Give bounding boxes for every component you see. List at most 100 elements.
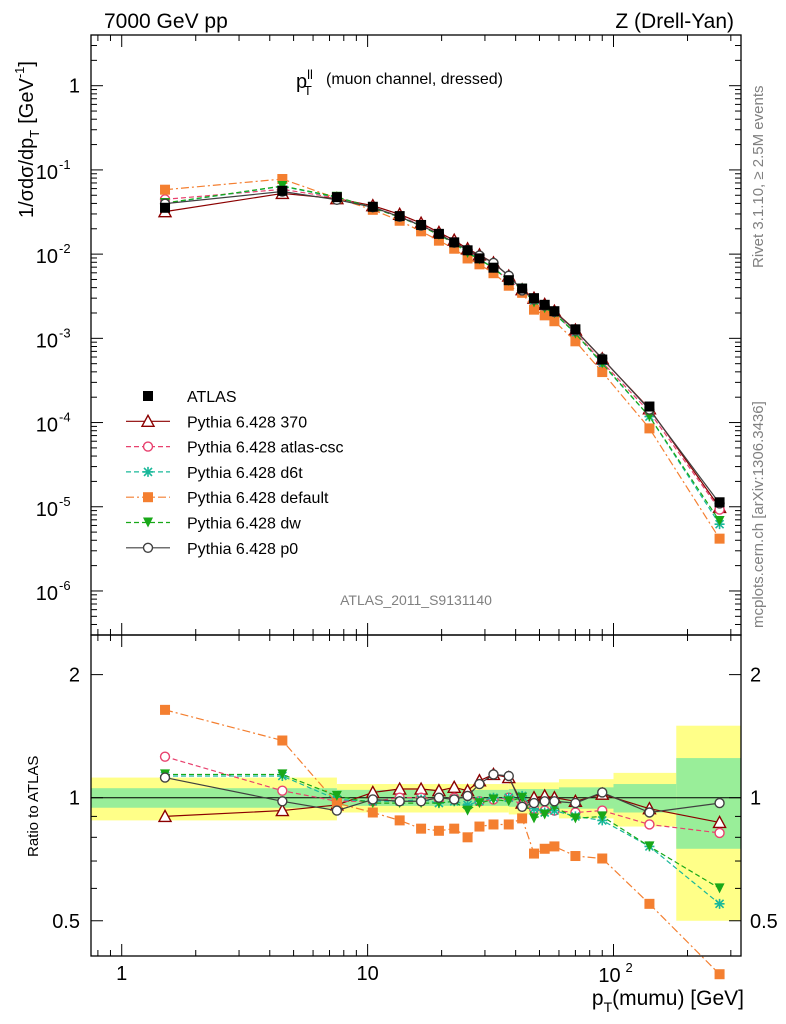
y-axis-label-main-unit-sup: -1 [12,67,27,79]
atlas-point-10 [488,262,499,273]
ratio-point-series-5-1 [277,769,288,780]
ratio-point-series-5-2 [331,790,342,801]
y-tick-label-main-exp-5: -5 [59,494,71,509]
ratio-point-series-5-13 [529,813,540,824]
atlas-point-11 [503,275,514,286]
ratio-point-series-4-4 [394,815,405,826]
ratio-point-series-1-0 [157,808,173,823]
main-point-series-4-18 [644,423,655,434]
ratio-point-series-4-9 [474,821,485,832]
atlas-point-6 [433,228,444,239]
y-tick-label-ratio-right-1: 1 [750,788,761,810]
y-axis-label-main: 1/σdσ/dpT [GeV-1] [12,61,42,218]
ratio-point-series-2-1 [277,785,288,796]
ratio-point-series-2-18 [644,819,655,830]
legend-marker-3 [143,466,153,477]
y-tick-label-ratio-left-2: 2 [69,665,80,687]
y-tick-label-main-4: 10 [36,415,58,437]
ratio-point-series-6-3 [367,794,379,805]
x-tick-label-100-exp: 2 [626,960,633,975]
atlas-point-1 [277,185,288,196]
ratio-point-series-4-16 [570,851,581,862]
legend-label-0: ATLAS [187,389,237,406]
main-point-series-4-8 [462,253,473,264]
ratio-point-series-6-6 [433,792,445,803]
atlas-point-18 [644,401,655,412]
atlas-point-2 [331,192,342,203]
y-axis-label-main-text: 1/σdσ/dp [16,138,38,218]
ratio-point-series-5-12 [517,792,528,803]
main-point-series-4-10 [488,268,499,279]
plot-title-sub: T [304,83,312,98]
legend: ATLAS Pythia 6.428 370 Pythia 6.428 atlas-… [126,389,344,558]
legend-marker-6 [142,542,154,553]
legend-label-2: Pythia 6.428 atlas-csc [187,440,344,457]
x-axis-label-p: p [592,987,604,1010]
y-tick-label-ratio-right-0: 0.5 [750,911,778,933]
ratio-point-series-5-9 [474,798,485,809]
ratio-point-series-3-19 [714,898,725,909]
y-tick-label-main-exp-3: -3 [59,325,71,340]
ratio-point-series-3-13 [529,803,540,814]
plot-title-sup: ll [307,67,313,82]
y-tick-label-ratio-left-0: 0.5 [52,911,80,933]
ratio-point-series-6-10 [488,769,499,780]
legend-marker-0 [143,391,153,401]
band-stat-5 [676,758,741,849]
ratio-point-series-5-17 [597,811,608,822]
atlas-point-9 [474,253,485,264]
ratio-point-series-5-16 [570,813,581,824]
ratio-point-series-3-8 [462,799,473,810]
x-axis-label: pT(mumu) [GeV] [592,987,744,1015]
y-tick-label-main-exp-4: -4 [59,410,71,425]
band-stat-4 [613,784,677,813]
ratio-point-series-6-1 [277,796,288,807]
atlas-point-3 [367,201,378,212]
ratio-point-series-6-8 [462,790,473,802]
y-tick-label-ratio-left-1: 1 [69,788,80,810]
analysis-id-label: ATLAS_2011_S9131140 [340,592,492,608]
main-point-series-4-14 [539,310,550,321]
main-plot-area [157,174,727,544]
y-tick-label-main-3: 10 [36,330,58,352]
ratio-line-series-5 [165,773,720,889]
main-point-series-4-6 [433,235,444,246]
ratio-point-series-6-18 [644,807,655,818]
ratio-point-series-5-14 [539,809,550,820]
main-point-series-4-17 [597,367,608,378]
main-point-series-4-19 [714,533,725,544]
ratio-point-series-4-12 [517,813,528,824]
atlas-point-4 [394,211,405,222]
ratio-point-series-6-0 [159,772,171,783]
y-tick-label-main-exp-2: -2 [59,241,71,256]
x-axis-label-sub: T [604,999,613,1015]
ratio-point-series-5-11 [503,796,514,807]
legend-label-5: Pythia 6.428 dw [187,516,301,533]
y-tick-label-main-exp-6: -6 [59,578,71,593]
ratio-point-series-1-19 [712,814,727,829]
ratio-point-series-4-5 [416,823,427,834]
y-axis-label-main-sub: T [27,130,42,138]
ratio-point-series-4-3 [367,807,378,818]
ratio-point-series-4-15 [549,841,560,852]
ratio-point-series-1-1 [275,803,290,817]
legend-marker-4 [143,492,153,503]
y-axis-label-main-unit: [GeV [16,78,38,124]
y-tick-label-main-2: 10 [36,246,58,268]
y-axis-label-main-close: ] [16,61,38,67]
ratio-point-series-4-14 [539,843,550,854]
x-tick-label-10: 10 [356,963,378,985]
ratio-point-series-5-10 [488,794,499,805]
x-tick-label-100: 10 [598,965,620,987]
x-axis-label-rest: (mumu) [GeV] [612,987,744,1010]
y-tick-label-main-1: 10 [36,162,58,184]
plot-subtitle: (muon channel, dressed) [326,71,503,88]
ratio-point-series-4-10 [488,819,499,830]
ratio-point-series-4-1 [277,735,288,746]
atlas-point-14 [539,299,550,310]
rivet-version-label: Rivet 3.1.10, ≥ 2.5M events [750,86,767,269]
ratio-point-series-6-17 [597,787,608,798]
ratio-point-series-4-11 [503,819,514,830]
